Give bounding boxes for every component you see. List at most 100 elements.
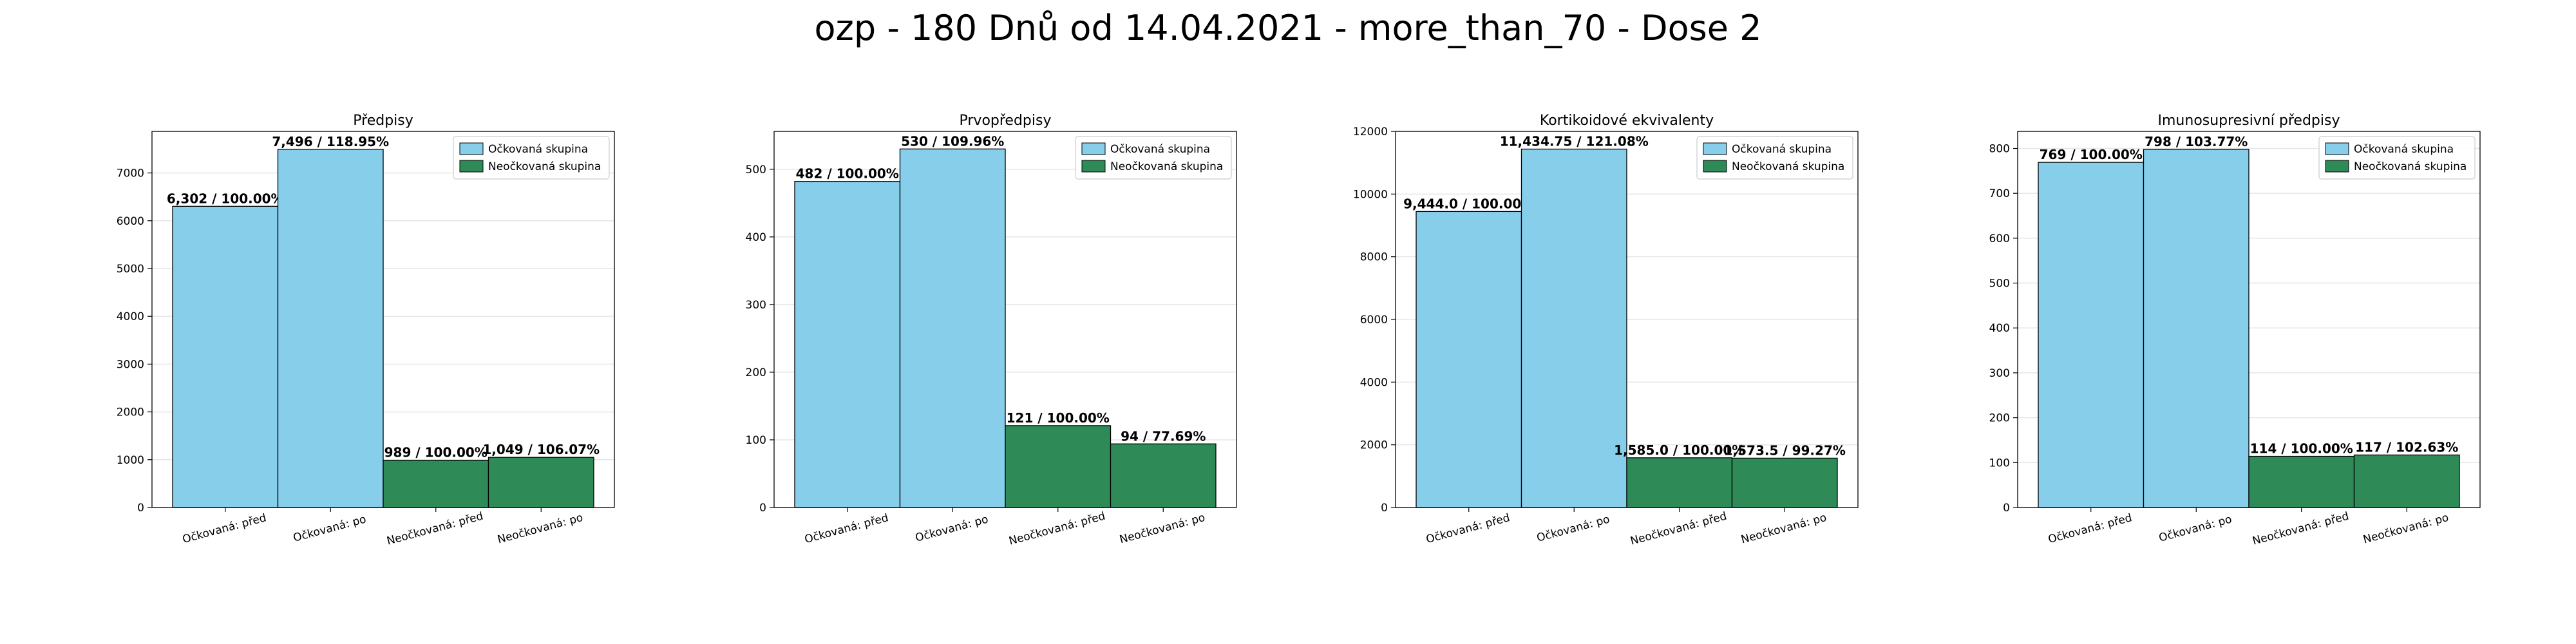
y-tick-label: 0 (759, 502, 766, 515)
legend-label: Neočkovaná skupina (2354, 160, 2467, 173)
bar-value-label: 6,302 / 100.00% (167, 191, 284, 206)
legend-label: Neočkovaná skupina (1110, 160, 1223, 173)
legend-box (453, 136, 610, 180)
chart-panel-3: Kortikoidové ekvivalenty 0 2000 4000 6000 800… (1353, 113, 1859, 548)
x-tick-label: Očkovaná: po (914, 513, 990, 544)
y-tick-label: 2000 (117, 406, 144, 419)
y-tick-label: 400 (1989, 322, 2010, 335)
bar (488, 457, 594, 508)
y-tick-label: 6000 (1360, 314, 1388, 327)
y-tick-label: 6000 (117, 215, 144, 228)
y-tick-label: 2000 (1360, 439, 1388, 452)
x-tick-label: Očkovaná: před (803, 511, 889, 546)
bar (277, 149, 384, 508)
bar (172, 205, 279, 508)
y-tick-label: 300 (1989, 367, 2010, 380)
chart-title: Prvopředpisy (960, 113, 1052, 129)
x-tick-label: Očkovaná: po (2157, 513, 2233, 544)
bar-value-label: 1,573.5 / 99.27% (1724, 442, 1846, 458)
bar-value-label: 530 / 109.96% (901, 133, 1004, 149)
y-tick-label: 100 (746, 434, 766, 447)
legend-box (1075, 136, 1232, 180)
chart-title: Předpisy (353, 113, 413, 129)
chart-panel-4: Imunosupresivní předpisy 0 100 200 300 400 500… (1989, 113, 2481, 548)
bar (2353, 454, 2460, 508)
y-tick-label: 4000 (117, 310, 144, 323)
y-tick-label: 8000 (1360, 251, 1388, 264)
y-tick-label: 600 (1989, 232, 2010, 245)
bar-value-label: 482 / 100.00% (796, 166, 899, 182)
legend: Očkovaná skupina Neočkovaná skupina (2318, 136, 2476, 180)
x-tick-label: Neočkovaná: po (1739, 511, 1828, 547)
x-tick-label: Neočkovaná: před (1629, 510, 1728, 548)
legend-label: Očkovaná skupina (2354, 143, 2454, 156)
bar-value-label: 7,496 / 118.95% (272, 134, 389, 149)
bar-value-label: 9,444.0 / 100.00% (1403, 196, 1534, 211)
bar-value-label: 94 / 77.69% (1121, 428, 1206, 444)
x-tick-label: Neočkovaná: po (2362, 511, 2450, 547)
legend: Očkovaná skupina Neočkovaná skupina (1075, 136, 1232, 180)
y-tick-label: 0 (137, 502, 144, 515)
y-tick-label: 700 (1989, 187, 2010, 200)
chart-title: Imunosupresivní předpisy (2158, 113, 2340, 129)
bar (899, 148, 1006, 508)
legend-swatch (2325, 160, 2349, 173)
y-tick-label: 10000 (1353, 188, 1388, 201)
bar-value-label: 11,434.75 / 121.08% (1500, 134, 1649, 149)
legend-label: Očkovaná skupina (1732, 143, 1832, 156)
chart-title: Kortikoidové ekvivalenty (1540, 113, 1714, 129)
bar (1626, 457, 1733, 508)
axes-frame (151, 131, 615, 508)
x-tick-label: Očkovaná: po (292, 513, 368, 544)
x-tick-label: Neočkovaná: po (496, 511, 584, 547)
bar-value-label: 117 / 102.63% (2355, 439, 2458, 455)
legend-swatch (1081, 142, 1106, 155)
y-tick-label: 400 (746, 231, 766, 244)
x-tick-label: Očkovaná: po (1535, 513, 1611, 544)
bar-value-label: 1,049 / 106.07% (482, 442, 600, 457)
x-tick-label: Neočkovaná: před (2251, 510, 2350, 548)
legend-swatch (1703, 142, 1727, 155)
y-tick-label: 200 (746, 366, 766, 379)
bar (1520, 148, 1627, 508)
legend-box (1696, 136, 1853, 180)
legend-label: Neočkovaná skupina (1732, 160, 1844, 173)
bar-value-label: 989 / 100.00% (384, 445, 488, 460)
chart-panel-2: Prvopředpisy 0 100 200 300 400 500 482 / 100.00… (746, 113, 1237, 548)
bar-value-label: 769 / 100.00% (2040, 147, 2143, 162)
bar-value-label: 114 / 100.00% (2250, 441, 2353, 457)
legend: Očkovaná skupina Neočkovaná skupina (453, 136, 610, 180)
x-tick-label: Neočkovaná: po (1118, 511, 1206, 547)
y-tick-label: 4000 (1360, 376, 1388, 389)
y-tick-label: 5000 (117, 263, 144, 276)
legend-swatch (459, 160, 484, 173)
bar (1731, 457, 1838, 508)
bar-value-label: 798 / 103.77% (2145, 134, 2248, 149)
bar (1110, 443, 1217, 508)
y-tick-label: 12000 (1353, 126, 1388, 138)
legend: Očkovaná skupina Neočkovaná skupina (1696, 136, 1853, 180)
x-tick-label: Neočkovaná: před (1007, 510, 1106, 548)
figure-title: ozp - 180 Dnů od 14.04.2021 - more_than_… (814, 8, 1762, 48)
legend-label: Očkovaná skupina (488, 143, 588, 156)
y-tick-label: 300 (746, 299, 766, 312)
legend-box (2318, 136, 2476, 180)
y-tick-label: 7000 (117, 167, 144, 180)
legend-label: Očkovaná skupina (1110, 143, 1210, 156)
y-tick-label: 200 (1989, 412, 2010, 425)
y-tick-label: 500 (746, 164, 766, 176)
legend-swatch (2325, 142, 2349, 155)
bar (2248, 455, 2355, 508)
y-tick-label: 0 (1381, 502, 1388, 515)
bar (794, 181, 901, 508)
legend-label: Neočkovaná skupina (488, 160, 601, 173)
y-tick-label: 0 (2003, 502, 2010, 515)
axes-frame (1395, 131, 1859, 508)
legend-swatch (1081, 160, 1106, 173)
y-tick-label: 100 (1989, 457, 2010, 469)
chart-panel-1: Předpisy 0 1000 2000 3000 4000 5000 6000 7000 6,3… (117, 113, 615, 548)
bar (1005, 425, 1112, 508)
bar (1416, 211, 1522, 508)
x-tick-label: Očkovaná: před (1425, 511, 1511, 546)
